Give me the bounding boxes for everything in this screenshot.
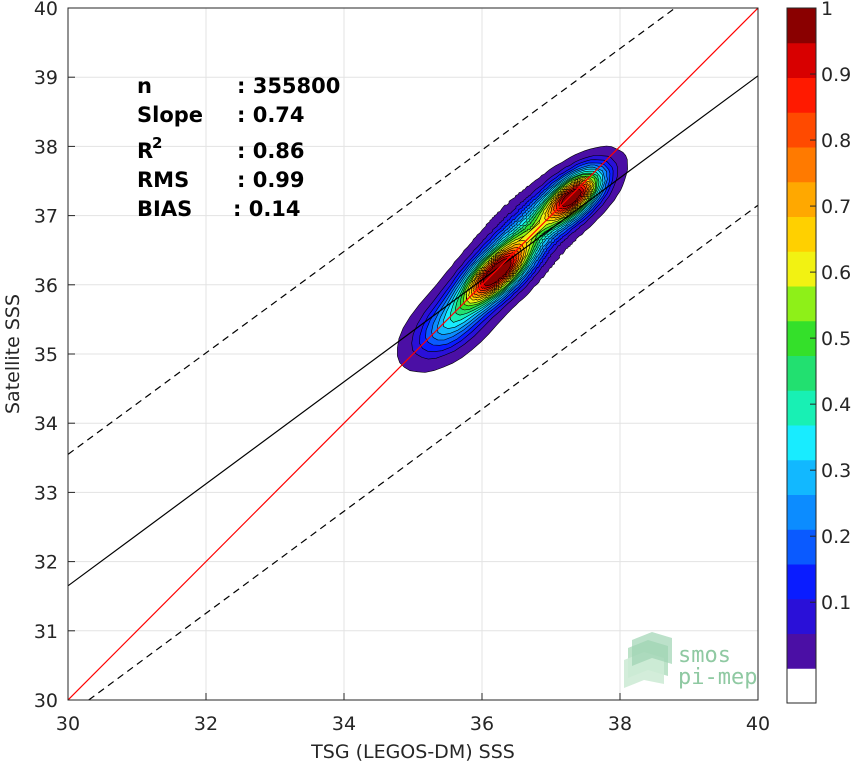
colorbar-tick-label: 0.1 [821, 592, 851, 614]
colorbar-segment [787, 8, 816, 44]
x-tick-label: 30 [56, 713, 80, 735]
stat-n-label: n [137, 74, 152, 98]
y-tick-label: 33 [34, 482, 58, 504]
regression-line [68, 75, 758, 587]
colorbar [787, 8, 816, 704]
x-axis-label: TSG (LEGOS-DM) SSS [310, 741, 515, 763]
stat-r2-sup: 2 [152, 134, 162, 152]
stat-slope-value: : 0.74 [237, 103, 305, 127]
colorbar-segment [787, 390, 816, 426]
y-tick-label: 30 [34, 690, 58, 712]
y-tick-label: 39 [34, 67, 58, 89]
y-axis-ticks: 30 31 32 33 34 35 36 37 38 39 40 [34, 0, 75, 712]
colorbar-segment [787, 425, 816, 461]
colorbar-segment [787, 42, 816, 78]
regression-upper-bound-line [68, 8, 676, 455]
colorbar-tick-label: 1 [821, 0, 833, 20]
reference-lines [68, 8, 758, 700]
regression-lower-bound-line [88, 204, 758, 700]
colorbar-tick-label: 0.5 [821, 328, 851, 350]
y-tick-label: 34 [34, 413, 58, 435]
colorbar-tick-label: 0.9 [821, 64, 851, 86]
identity-line [68, 8, 758, 700]
stat-rms-value: : 0.99 [237, 168, 305, 192]
y-tick-label: 31 [34, 621, 58, 643]
colorbar-segment [787, 564, 816, 600]
colorbar-tick-label: 0.8 [821, 130, 851, 152]
stats-box: n : 355800 Slope : 0.74 R 2 : 0.86 RMS :… [137, 74, 340, 221]
stat-r2-label: R [137, 139, 153, 163]
x-tick-label: 36 [470, 713, 494, 735]
colorbar-segment [787, 112, 816, 148]
logo-line2: pi-mep [678, 665, 757, 690]
colorbar-segment [787, 77, 816, 113]
colorbar-ticks: 0.1 0.2 0.3 0.4 0.5 0.6 0.7 0.8 0.9 1 [810, 0, 851, 614]
x-tick-label: 34 [332, 713, 356, 735]
x-tick-label: 40 [746, 713, 770, 735]
colorbar-segment [787, 355, 816, 391]
y-tick-label: 40 [34, 0, 58, 20]
stat-bias-value: : 0.14 [233, 197, 301, 221]
colorbar-segment [787, 529, 816, 565]
grid [67, 7, 759, 701]
colorbar-segment [787, 181, 816, 217]
y-tick-label: 37 [34, 206, 58, 228]
logo-icon [624, 632, 672, 688]
colorbar-segment [787, 147, 816, 183]
colorbar-segment [787, 459, 816, 495]
x-tick-label: 38 [608, 713, 632, 735]
y-tick-label: 36 [34, 275, 58, 297]
colorbar-tick-label: 0.3 [821, 460, 851, 482]
colorbar-segment [787, 598, 816, 634]
logo-line1: smos [678, 643, 731, 668]
density-contour-level [482, 258, 512, 287]
colorbar-tick-label: 0.6 [821, 262, 851, 284]
colorbar-segment [787, 668, 816, 704]
colorbar-segment [787, 633, 816, 669]
colorbar-frame [786, 7, 817, 704]
x-tick-label: 32 [194, 713, 218, 735]
smos-pi-mep-logo: smos pi-mep [624, 632, 757, 690]
x-axis-ticks: 30 32 34 36 38 40 [56, 693, 770, 735]
stat-r2-value: : 0.86 [237, 139, 305, 163]
colorbar-tick-label: 0.2 [821, 526, 851, 548]
density-contour-level [560, 188, 582, 208]
stat-n-value: : 355800 [237, 74, 340, 98]
colorbar-segment [787, 286, 816, 322]
colorbar-segment [787, 251, 816, 287]
y-tick-label: 38 [34, 136, 58, 158]
colorbar-tick-label: 0.7 [821, 196, 851, 218]
y-tick-label: 32 [34, 552, 58, 574]
y-tick-label: 35 [34, 344, 58, 366]
stat-slope-label: Slope [137, 103, 203, 127]
colorbar-tick-label: 0.4 [821, 394, 851, 416]
stat-bias-label: BIAS [137, 197, 192, 221]
y-axis-label: Satellite SSS [2, 294, 24, 414]
colorbar-segment [787, 216, 816, 252]
colorbar-segment [787, 494, 816, 530]
stat-rms-label: RMS [137, 168, 189, 192]
